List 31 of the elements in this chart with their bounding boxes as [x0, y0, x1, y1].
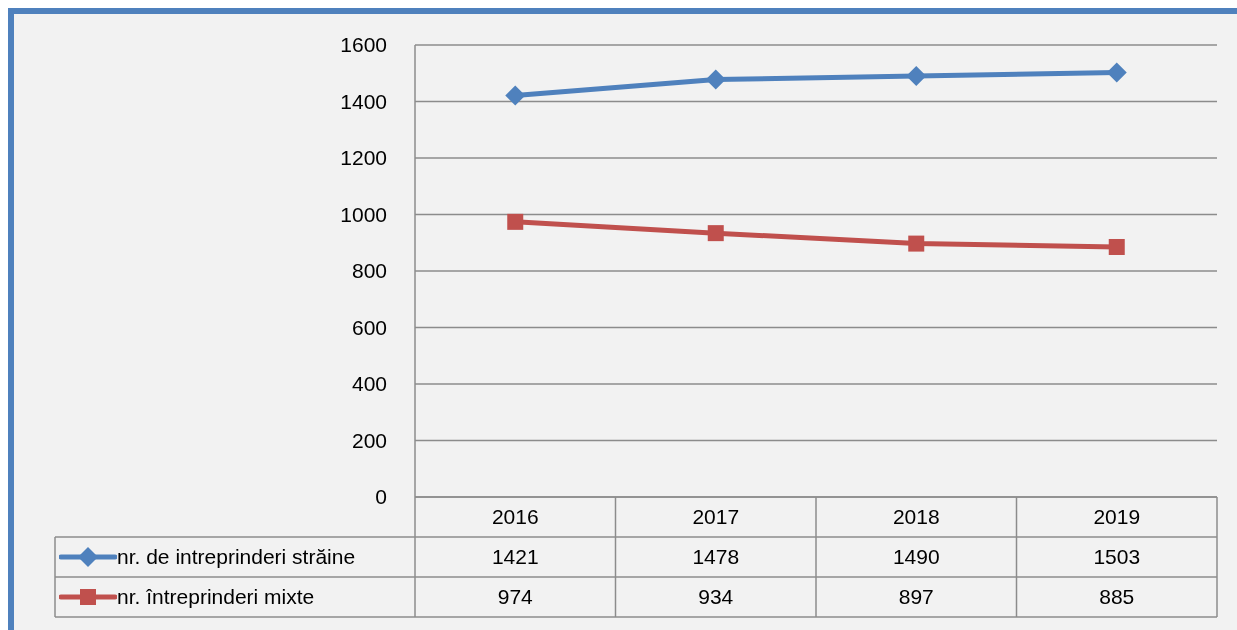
point	[906, 66, 927, 87]
y-tick-label: 1000	[340, 202, 387, 226]
x-tick-label: 2019	[1092, 504, 1142, 530]
y-tick-label: 800	[351, 259, 387, 283]
y-tick-label: 600	[351, 315, 387, 339]
data-label: 885	[1098, 584, 1136, 610]
data-label: 1421	[490, 544, 540, 570]
point	[908, 235, 925, 252]
x-tick-label: 2017	[691, 504, 741, 530]
y-tick-label: 1600	[340, 33, 387, 57]
data-label: 974	[496, 584, 534, 610]
y-tick-label: 1200	[340, 146, 387, 170]
y-tick-label: 1400	[340, 89, 387, 113]
data-label: 1503	[1092, 544, 1142, 570]
x-tick-label: 2018	[891, 504, 941, 530]
data-label: 897	[897, 584, 935, 610]
point	[707, 225, 724, 242]
point	[505, 85, 526, 106]
legend-label: nr. de intreprinderi străine	[117, 544, 356, 570]
data-label: 1490	[891, 544, 941, 570]
x-tick-label: 2016	[490, 504, 540, 530]
point	[1108, 238, 1125, 255]
point	[1106, 62, 1127, 83]
y-tick-label: 200	[351, 428, 387, 452]
point	[507, 213, 524, 230]
data-label: 934	[697, 584, 735, 610]
y-tick-label: 400	[351, 372, 387, 396]
data-label: 1478	[691, 544, 741, 570]
legend-label: nr. întreprinderi mixte	[117, 584, 315, 610]
y-tick-label: 0	[375, 485, 387, 509]
point	[705, 69, 726, 90]
